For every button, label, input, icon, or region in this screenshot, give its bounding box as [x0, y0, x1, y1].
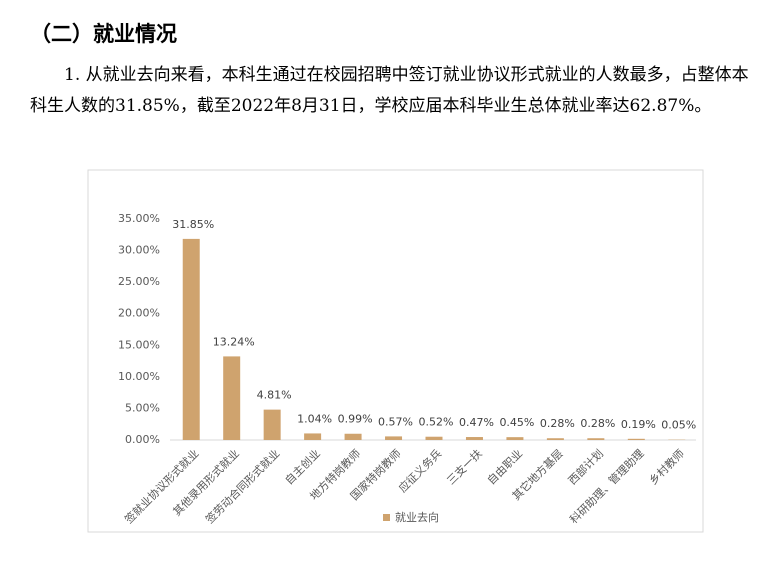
y-tick-label: 10.00%: [118, 370, 160, 383]
value-label: 31.85%: [172, 218, 214, 231]
value-label: 0.52%: [419, 416, 454, 429]
bar: [263, 409, 281, 440]
value-label: 0.28%: [540, 417, 575, 430]
value-label: 0.57%: [378, 415, 413, 428]
value-label: 0.99%: [338, 413, 373, 426]
legend-swatch: [383, 514, 390, 521]
bar: [627, 438, 645, 440]
value-label: 4.81%: [257, 389, 292, 402]
legend-label: 就业去向: [395, 510, 439, 524]
bar: [587, 438, 605, 440]
bar: [385, 436, 403, 440]
bar: [344, 433, 362, 440]
bar: [506, 437, 524, 440]
y-tick-label: 5.00%: [125, 401, 160, 414]
value-label: 0.05%: [661, 419, 696, 432]
y-tick-label: 25.00%: [118, 275, 160, 288]
value-label: 1.04%: [297, 412, 332, 425]
bar: [223, 356, 241, 440]
bar: [425, 436, 443, 440]
value-label: 0.45%: [499, 416, 534, 429]
y-tick-label: 20.00%: [118, 307, 160, 320]
bar: [465, 437, 483, 440]
y-tick-label: 35.00%: [118, 212, 160, 225]
bar: [182, 238, 200, 440]
bar: [304, 433, 322, 440]
y-tick-label: 15.00%: [118, 338, 160, 351]
y-tick-label: 0.00%: [125, 433, 160, 446]
y-tick-label: 30.00%: [118, 244, 160, 257]
paragraph: 1. 从就业去向来看，本科生通过在校园招聘中签订就业协议形式就业的人数最多，占整…: [30, 65, 749, 116]
bar: [546, 438, 564, 440]
value-label: 13.24%: [213, 335, 255, 348]
value-label: 0.47%: [459, 416, 494, 429]
value-label: 0.28%: [580, 417, 615, 430]
value-label: 0.19%: [621, 418, 656, 431]
heading: （二）就业情况: [30, 22, 177, 46]
